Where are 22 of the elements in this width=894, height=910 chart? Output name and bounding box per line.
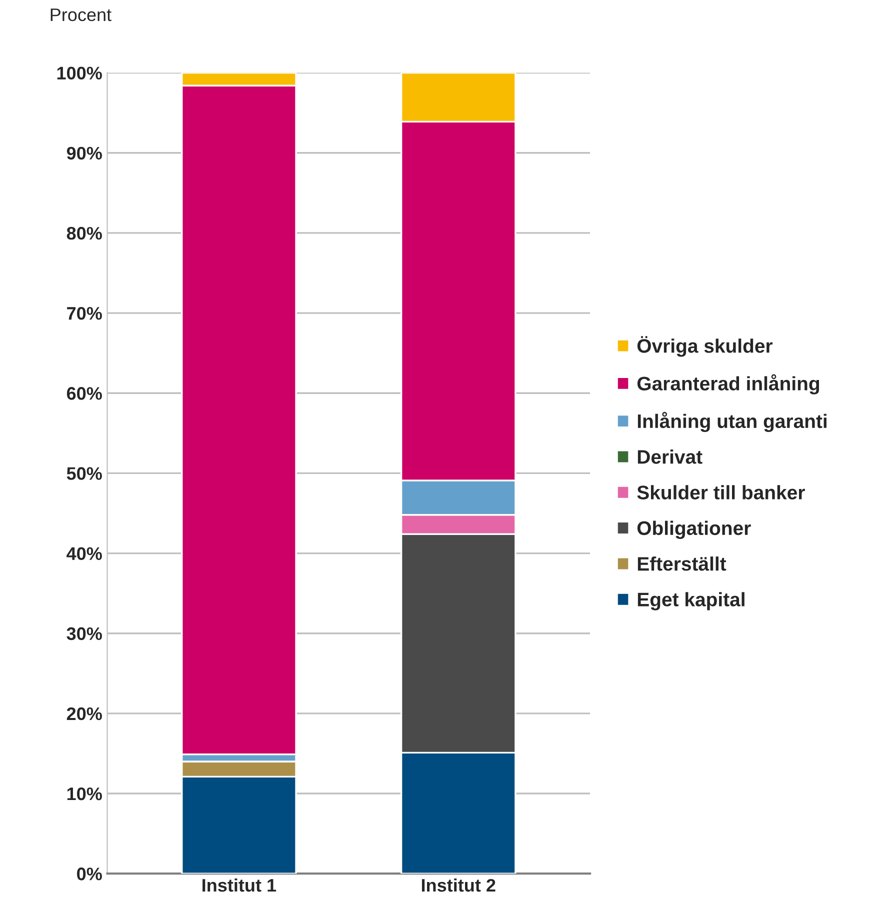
y-tick-label: 30% bbox=[66, 627, 102, 640]
legend-label: Inlåning utan garanti bbox=[638, 412, 826, 432]
y-tick-label: 0% bbox=[77, 868, 102, 880]
legend-label: Övriga skulder bbox=[637, 336, 773, 357]
y-tick-label: 10% bbox=[67, 787, 102, 800]
legend-label: Derivat bbox=[638, 450, 702, 464]
legend-label: Garanterad inlåning bbox=[637, 374, 820, 394]
x-tick-label: Institut 1 bbox=[202, 878, 276, 892]
y-tick-label: 100% bbox=[57, 66, 102, 80]
y-tick-label: 50% bbox=[66, 467, 102, 480]
y-tick-label: 80% bbox=[66, 226, 102, 240]
y-tick-label: 70% bbox=[67, 306, 102, 320]
y-tick-label: 90% bbox=[66, 146, 102, 160]
y-tick-label: 20% bbox=[66, 707, 102, 720]
y-tick-label: 60% bbox=[66, 387, 102, 400]
x-tick-label: Institut 2 bbox=[422, 878, 496, 892]
legend-label: Skulder till banker bbox=[637, 485, 805, 500]
y-tick-label: 40% bbox=[66, 547, 102, 560]
legend-label: Obligationer bbox=[637, 520, 751, 539]
legend-label: Efterställt bbox=[638, 556, 726, 571]
y-axis-title: Procent bbox=[50, 8, 112, 22]
legend-label: Eget kapital bbox=[638, 592, 744, 610]
